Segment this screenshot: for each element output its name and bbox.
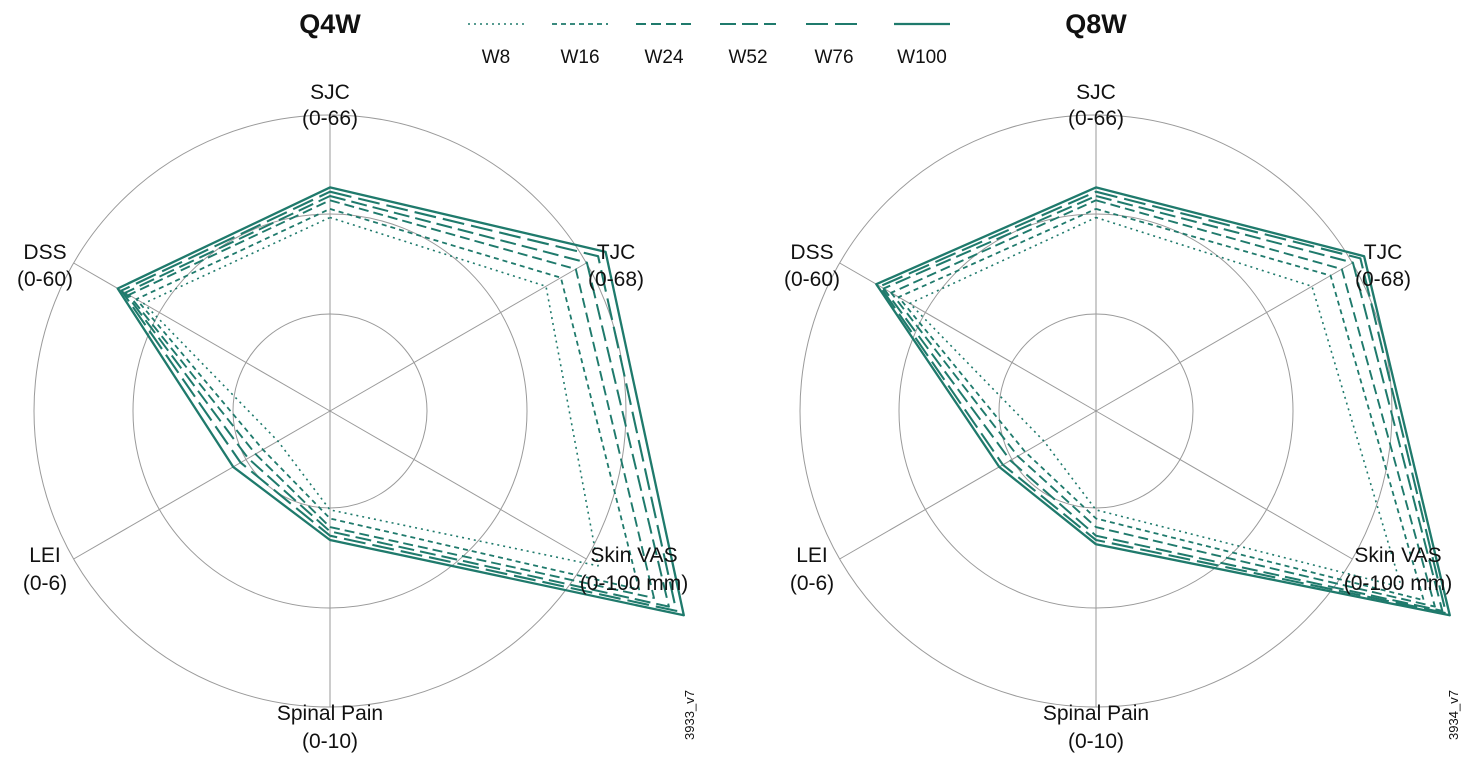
series-line-w24	[890, 199, 1436, 608]
legend-label-w24: W24	[644, 47, 684, 68]
figure-code: 3933_v7	[682, 690, 697, 740]
axis-spoke-skin-vas	[329, 410, 587, 560]
legend-label-w16: W16	[560, 47, 599, 68]
axis-label-sjc: SJC	[1076, 81, 1116, 104]
radar-series-group	[116, 186, 685, 617]
axis-range-spinal-pain: (0-10)	[302, 730, 358, 753]
axis-range-lei: (0-6)	[23, 572, 67, 595]
axis-label-skin-vas: Skin VAS	[590, 544, 677, 567]
axis-label-sjc: SJC	[310, 81, 350, 104]
legend-label-w100: W100	[897, 47, 947, 68]
axis-spoke-dss	[839, 262, 1097, 412]
axis-range-tjc: (0-68)	[588, 268, 644, 291]
series-line-w8	[143, 216, 599, 567]
chart-title-q8w: Q8W	[1065, 9, 1127, 39]
legend: W8 W16 W24 W52 W76 W100	[468, 22, 950, 68]
legend-label-w76: W76	[814, 47, 853, 68]
axis-range-spinal-pain: (0-10)	[1068, 730, 1124, 753]
radar-grid	[799, 114, 1393, 708]
series-line-w52	[882, 195, 1444, 612]
axis-spoke-tjc	[329, 262, 587, 412]
series-line-w100	[116, 186, 685, 617]
axis-range-dss: (0-60)	[784, 268, 840, 291]
axis-spoke-lei	[73, 410, 331, 560]
axis-label-lei: LEI	[29, 544, 61, 567]
series-line-w8	[908, 216, 1403, 589]
axis-label-skin-vas: Skin VAS	[1354, 544, 1441, 567]
axis-spoke-tjc	[1095, 262, 1353, 412]
radar-chart-q4w: SJC (0-66) TJC (0-68) Skin VAS (0-100 mm…	[17, 81, 697, 753]
axis-label-spinal-pain: Spinal Pain	[277, 702, 383, 725]
axis-spoke-dss	[73, 262, 331, 412]
axis-label-tjc: TJC	[1364, 241, 1403, 264]
series-line-w24	[127, 199, 655, 599]
axis-spoke-skin-vas	[1095, 410, 1353, 560]
axis-label-dss: DSS	[23, 241, 66, 264]
radar-series-group	[875, 186, 1451, 617]
chart-title-q4w: Q4W	[299, 9, 361, 39]
series-line-w16	[135, 207, 640, 591]
axis-range-dss: (0-60)	[17, 268, 73, 291]
axis-range-skin-vas: (0-100 mm)	[1344, 572, 1453, 595]
figure-code: 3934_v7	[1446, 690, 1461, 740]
series-line-w16	[897, 207, 1425, 602]
axis-label-spinal-pain: Spinal Pain	[1043, 702, 1149, 725]
radar-chart-q8w: SJC (0-66) TJC (0-68) Skin VAS (0-100 mm…	[784, 81, 1461, 753]
axis-range-lei: (0-6)	[790, 572, 834, 595]
axis-range-skin-vas: (0-100 mm)	[580, 572, 689, 595]
series-line-w76	[878, 190, 1448, 615]
axis-range-tjc: (0-68)	[1355, 268, 1411, 291]
legend-label-w8: W8	[482, 47, 511, 68]
series-line-w52	[124, 195, 670, 608]
axis-label-tjc: TJC	[597, 241, 636, 264]
axis-range-sjc: (0-66)	[1068, 107, 1124, 130]
axis-label-dss: DSS	[790, 241, 833, 264]
axis-range-sjc: (0-66)	[302, 107, 358, 130]
legend-label-w52: W52	[728, 47, 767, 68]
axis-label-lei: LEI	[796, 544, 828, 567]
series-line-w100	[875, 186, 1451, 617]
radar-grid	[33, 114, 627, 708]
series-line-w76	[120, 190, 678, 612]
axis-spoke-lei	[839, 410, 1097, 560]
